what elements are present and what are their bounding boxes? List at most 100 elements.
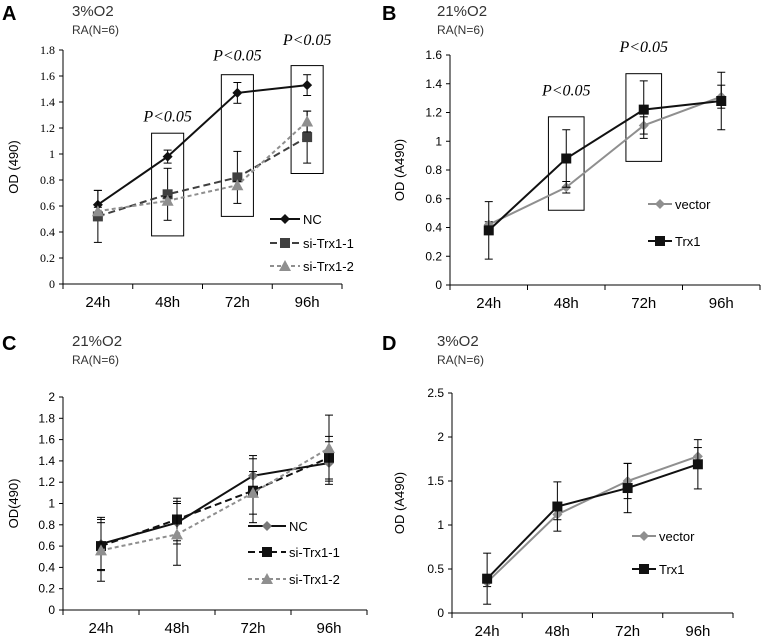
x-tick-label: 24h <box>88 620 113 637</box>
y-axis-label: OD (490) <box>6 140 21 193</box>
series-si-trx1-2: si-Trx1-2 <box>91 110 354 274</box>
y-tick-label: 0.6 <box>38 539 55 553</box>
series-line <box>100 456 330 548</box>
series-line <box>100 447 330 552</box>
y-tick-label: 1.6 <box>38 433 55 447</box>
series-line <box>97 84 308 206</box>
p-value-label: P<0.05 <box>142 109 192 126</box>
series-line <box>486 463 699 580</box>
panel-label: C <box>2 333 16 355</box>
legend-label: Trx1 <box>659 562 685 577</box>
p-value-label: P<0.05 <box>212 47 262 64</box>
x-tick-label: 72h <box>225 294 250 311</box>
legend-marker <box>262 521 272 531</box>
data-point <box>162 151 173 162</box>
data-point <box>161 194 174 206</box>
data-point <box>232 172 243 183</box>
x-tick-label: 96h <box>685 623 710 639</box>
data-point <box>92 211 103 222</box>
x-tick-label: 24h <box>476 295 501 312</box>
y-tick-label: 1 <box>435 134 442 148</box>
data-point <box>162 189 173 200</box>
data-point <box>171 528 183 540</box>
data-point <box>622 483 633 494</box>
panel-subtitle: RA(N=6) <box>72 353 119 367</box>
y-tick-label: 0 <box>49 277 55 291</box>
p-value-label: P<0.05 <box>282 32 332 49</box>
y-tick-label: 0.2 <box>38 582 55 596</box>
panel-c: C 21%O2 RA(N=6) 0 0.2 0.4 0.6 0.8 1 1.2 1.4 1.6 1.8 2… <box>2 333 368 637</box>
panel-label: B <box>382 3 396 25</box>
panel-label: D <box>382 333 396 355</box>
legend-label: si-Trx1-2 <box>289 572 340 587</box>
y-tick-label: 1.4 <box>425 77 442 91</box>
data-point <box>91 205 104 217</box>
x-tick-label: 48h <box>155 294 180 311</box>
x-tick-label: 24h <box>475 623 500 639</box>
y-tick-label: 0 <box>435 278 442 292</box>
data-point <box>482 573 493 584</box>
panel-b: B 21%O2 RA(N=6) 0 0.2 0.4 0.6 0.8 1 1.2 1.4 1.6 24h 4… <box>382 3 761 312</box>
data-point <box>483 225 494 236</box>
significance-box <box>290 65 324 174</box>
series-line <box>97 120 308 213</box>
y-tick-label: 1 <box>49 147 55 161</box>
y-tick-label: 1.4 <box>40 95 55 109</box>
legend-label: NC <box>303 212 322 227</box>
data-point <box>247 486 259 498</box>
legend-marker <box>280 214 290 224</box>
y-tick-label: 1.6 <box>40 69 55 83</box>
data-point <box>716 96 727 106</box>
legend-marker <box>639 564 649 574</box>
panel-subtitle: RA(N=6) <box>72 23 119 37</box>
legend-label: si-Trx1-1 <box>303 236 354 251</box>
panel-subtitle: RA(N=6) <box>437 23 484 37</box>
y-tick-label: 0.4 <box>40 225 55 239</box>
legend-marker <box>279 260 291 271</box>
legend-label: Trx1 <box>675 234 701 249</box>
y-tick-label: 2 <box>48 390 55 404</box>
series-nc: NC <box>92 74 322 227</box>
y-axis-label: OD (A490) <box>392 472 407 534</box>
panel-a: A 3%O2 RA(N=6) 0 0.2 0.4 0.6 0.8 1 1.2 1.4 1.6 1.8 24… <box>2 3 354 311</box>
x-tick-label: 48h <box>554 295 579 312</box>
legend-marker <box>262 547 272 557</box>
y-tick-label: 0 <box>48 603 55 617</box>
y-tick-label: 0.5 <box>427 562 444 576</box>
y-tick-label: 1 <box>437 518 444 532</box>
y-tick-label: 1 <box>48 497 55 511</box>
x-tick-label: 24h <box>85 294 110 311</box>
legend-marker <box>639 531 649 541</box>
series-line <box>488 100 722 232</box>
series-trx1: Trx1 <box>483 71 727 260</box>
significance-box <box>547 116 585 211</box>
y-tick-label: 0.4 <box>38 560 55 574</box>
y-tick-label: 0.4 <box>425 221 442 235</box>
legend-label: si-Trx1-1 <box>289 545 340 560</box>
legend-marker <box>655 199 665 209</box>
y-tick-label: 1.6 <box>425 48 442 62</box>
panel-title: 3%O2 <box>72 3 114 20</box>
y-tick-label: 0.2 <box>425 249 442 263</box>
data-point <box>231 179 244 191</box>
x-tick-label: 96h <box>316 620 341 637</box>
panel-d: D 3%O2 RA(N=6) 0 0.5 1 1.5 2 2.5 24h 48h 72h 96h OD (… <box>382 333 734 639</box>
legend-label: vector <box>675 197 711 212</box>
y-tick-label: 1.4 <box>38 454 55 468</box>
y-tick-label: 0 <box>437 606 444 620</box>
y-tick-label: 1.2 <box>40 121 55 135</box>
x-tick-label: 96h <box>295 294 320 311</box>
y-tick-label: 1.8 <box>40 43 55 57</box>
data-point <box>561 153 572 164</box>
x-tick-label: 48h <box>164 620 189 637</box>
legend-label: vector <box>659 529 695 544</box>
p-value-label: P<0.05 <box>618 39 668 56</box>
y-axis-label: OD(490) <box>6 479 21 529</box>
series-si-trx1-2: si-Trx1-2 <box>95 414 340 587</box>
data-point <box>692 459 703 470</box>
significance-box <box>151 132 185 237</box>
panel-title: 21%O2 <box>72 333 122 350</box>
legend-marker <box>280 238 290 248</box>
y-tick-label: 0.6 <box>40 199 55 213</box>
